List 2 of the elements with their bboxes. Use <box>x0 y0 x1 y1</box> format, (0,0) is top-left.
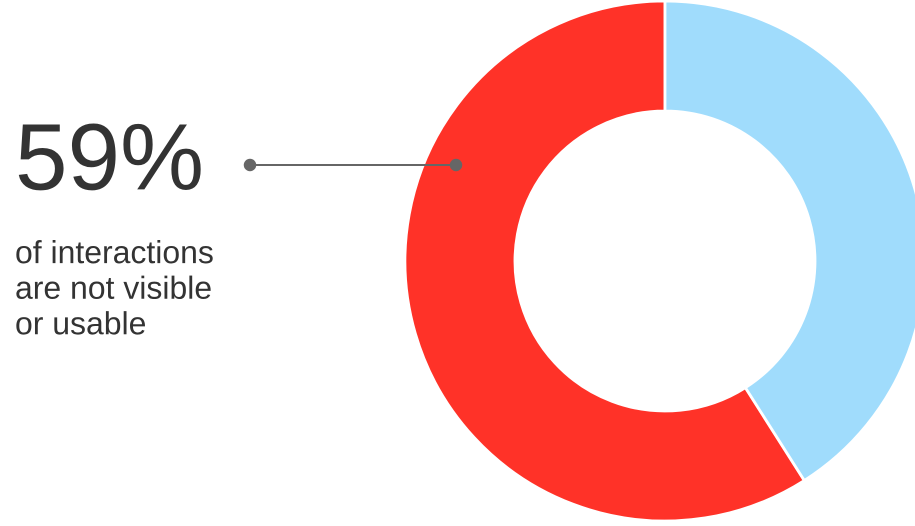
data-label: 59% <box>18 123 201 190</box>
text: of interactions are not visible or usable <box>16 240 213 335</box>
